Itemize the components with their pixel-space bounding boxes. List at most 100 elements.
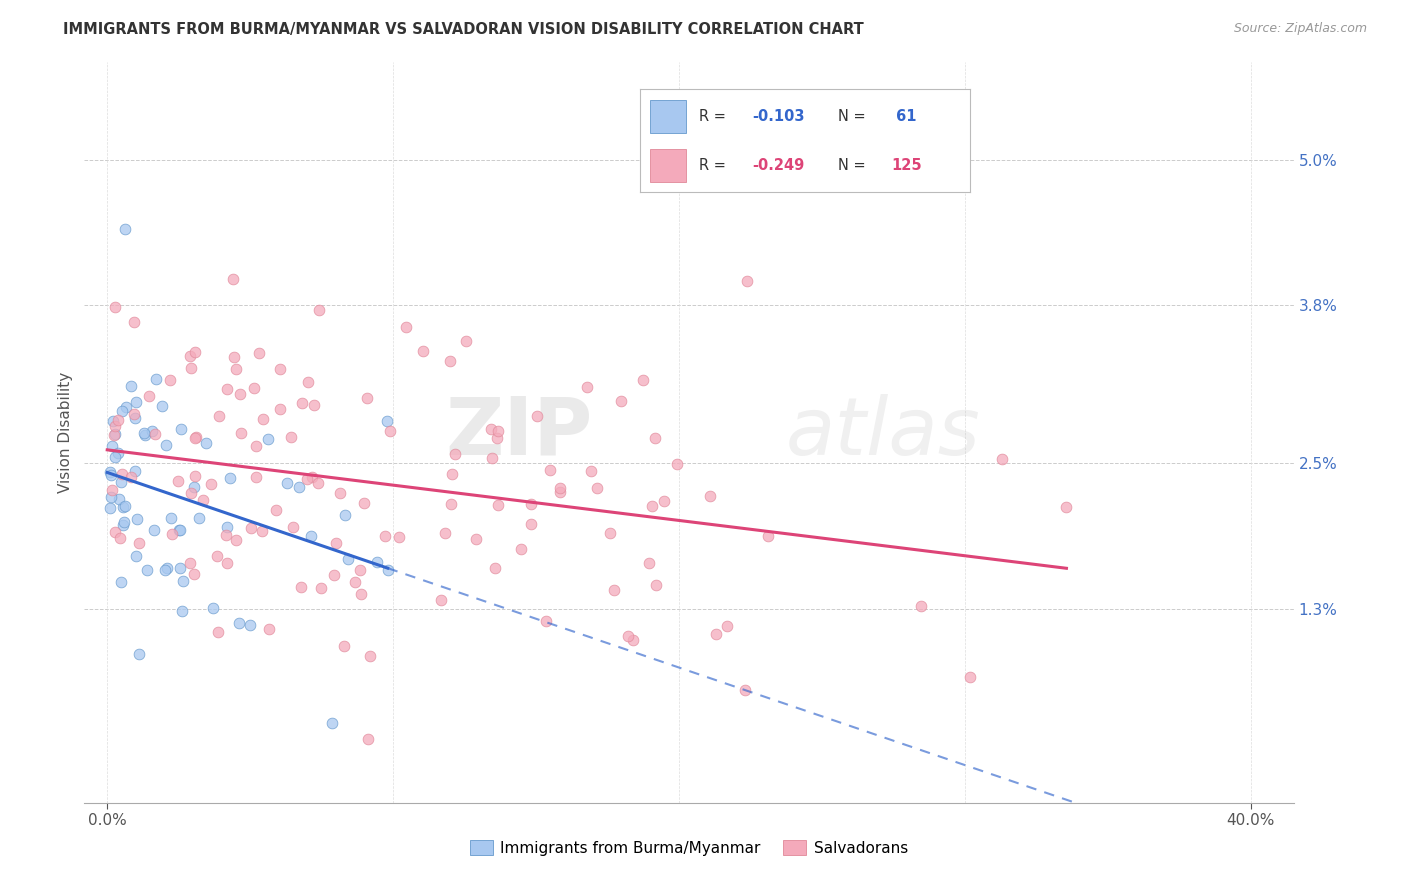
Point xyxy=(169,523,191,537)
Point xyxy=(243,381,266,395)
Point xyxy=(219,471,242,485)
Point xyxy=(575,380,598,394)
Point xyxy=(150,400,173,414)
Point xyxy=(308,302,330,317)
Point xyxy=(359,648,381,663)
Text: 125: 125 xyxy=(891,158,921,173)
Point xyxy=(101,414,124,428)
Point xyxy=(299,529,322,543)
FancyBboxPatch shape xyxy=(650,101,686,133)
Point xyxy=(395,320,418,334)
Point xyxy=(264,503,287,517)
Point xyxy=(184,345,207,359)
Point xyxy=(509,542,531,557)
Text: R =: R = xyxy=(699,158,731,173)
Point xyxy=(440,497,463,511)
Point xyxy=(229,387,252,401)
Point xyxy=(716,619,738,633)
Point xyxy=(377,563,399,577)
Point xyxy=(128,647,150,661)
Text: N =: N = xyxy=(838,158,870,173)
Point xyxy=(125,549,148,564)
Point xyxy=(621,632,644,647)
Point xyxy=(225,533,247,548)
Point xyxy=(172,574,194,588)
Point xyxy=(114,221,136,235)
Point xyxy=(247,346,270,360)
Point xyxy=(349,563,371,577)
Point xyxy=(110,467,132,481)
Point xyxy=(257,432,280,446)
Point xyxy=(179,350,201,364)
Point xyxy=(145,372,167,386)
Point xyxy=(325,536,347,550)
Point xyxy=(180,486,202,500)
Point xyxy=(337,552,360,566)
Point xyxy=(309,581,332,595)
Point xyxy=(599,525,621,540)
Point xyxy=(538,463,561,477)
Point xyxy=(344,575,367,590)
Point xyxy=(269,402,291,417)
Point xyxy=(335,508,357,522)
Point xyxy=(239,520,262,534)
FancyBboxPatch shape xyxy=(650,149,686,181)
Point xyxy=(321,716,343,731)
Point xyxy=(756,529,779,543)
Y-axis label: Vision Disability: Vision Disability xyxy=(58,372,73,493)
Point xyxy=(295,472,318,486)
Point xyxy=(366,555,388,569)
Point xyxy=(100,468,122,483)
Point xyxy=(644,431,666,445)
Text: atlas: atlas xyxy=(786,393,980,472)
Point xyxy=(959,670,981,684)
Point xyxy=(124,411,146,425)
Point xyxy=(110,574,132,589)
Point xyxy=(172,604,194,618)
Point xyxy=(699,489,721,503)
Point xyxy=(1054,500,1077,515)
Text: N =: N = xyxy=(838,110,870,124)
Point xyxy=(910,599,932,614)
Point xyxy=(276,476,298,491)
Point xyxy=(228,615,250,630)
Point xyxy=(239,618,262,632)
Point xyxy=(484,561,506,575)
Point xyxy=(141,424,163,438)
Point xyxy=(269,362,291,376)
Point xyxy=(245,439,267,453)
Point xyxy=(110,475,132,490)
Text: IMMIGRANTS FROM BURMA/MYANMAR VS SALVADORAN VISION DISABILITY CORRELATION CHART: IMMIGRANTS FROM BURMA/MYANMAR VS SALVADO… xyxy=(63,22,865,37)
Point xyxy=(135,563,157,577)
Text: R =: R = xyxy=(699,110,731,124)
Point xyxy=(548,481,571,495)
Point xyxy=(159,373,181,387)
Point xyxy=(207,625,229,640)
Point xyxy=(188,511,211,525)
Point xyxy=(616,629,638,643)
Point xyxy=(217,382,239,396)
Point xyxy=(734,682,756,697)
Point xyxy=(132,425,155,440)
Text: 61: 61 xyxy=(891,110,917,124)
Point xyxy=(430,593,453,607)
Point xyxy=(374,528,396,542)
Point xyxy=(169,561,191,575)
Point xyxy=(104,418,127,433)
Point xyxy=(186,430,208,444)
Point xyxy=(444,447,467,461)
Point xyxy=(127,512,149,526)
Point xyxy=(183,566,205,581)
Point xyxy=(201,601,224,615)
Text: -0.103: -0.103 xyxy=(752,110,804,124)
Text: -0.249: -0.249 xyxy=(752,158,804,173)
Point xyxy=(156,561,179,575)
Point xyxy=(160,527,183,541)
Point xyxy=(222,271,245,285)
Point xyxy=(180,360,202,375)
Point xyxy=(645,578,668,592)
Point xyxy=(222,350,245,364)
Point xyxy=(194,435,217,450)
Point xyxy=(288,480,311,494)
Point xyxy=(641,499,664,513)
